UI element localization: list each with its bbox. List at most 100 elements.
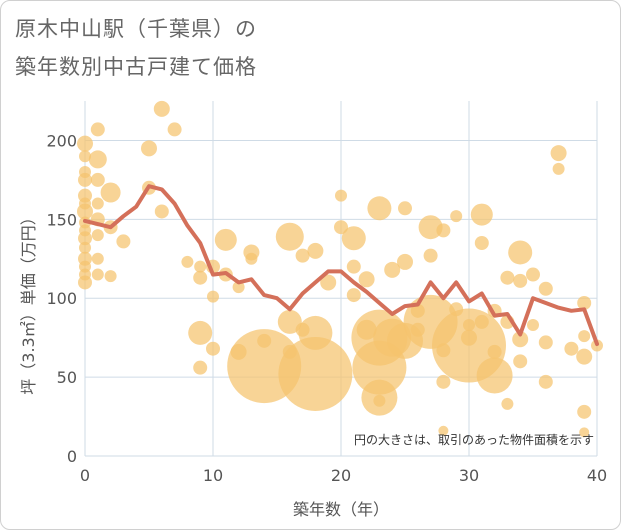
bubble-27 xyxy=(141,140,157,157)
bubble-93 xyxy=(476,357,513,394)
bubble-15 xyxy=(90,122,105,137)
y-tick-label-2: 100 xyxy=(46,289,77,308)
bubble-108 xyxy=(564,341,579,356)
bubble-57 xyxy=(335,189,347,202)
y-tick-label-1: 50 xyxy=(57,368,77,387)
bubble-36 xyxy=(193,360,208,375)
bubble-14 xyxy=(78,275,92,290)
bubble-103 xyxy=(538,281,553,296)
bubble-62 xyxy=(358,271,375,288)
bubble-107 xyxy=(552,162,565,175)
x-tick-label-2: 20 xyxy=(331,466,351,485)
bubble-23 xyxy=(100,182,121,203)
bubble-92 xyxy=(487,344,502,359)
bubble-64 xyxy=(367,196,392,221)
bubble-size-note: 円の大きさは、取引のあった物件面積を示す xyxy=(354,432,594,447)
bubble-77 xyxy=(423,248,438,263)
bubble-90 xyxy=(474,314,489,329)
bubble-59 xyxy=(341,226,366,251)
bubble-0 xyxy=(77,135,93,152)
average-price-line xyxy=(83,184,599,346)
bubble-16 xyxy=(88,150,107,169)
y-tick-label-3: 150 xyxy=(46,210,77,229)
y-axis-label: 坪（3.3㎡）単価（万円） xyxy=(19,209,38,394)
bubble-55 xyxy=(278,336,353,411)
bubble-87 xyxy=(463,319,475,332)
bubble-49 xyxy=(277,309,302,334)
bubble-53 xyxy=(307,242,324,259)
bubble-94 xyxy=(500,270,515,285)
bubble-3 xyxy=(78,172,92,187)
bubble-111 xyxy=(576,348,593,365)
bubble-17 xyxy=(90,172,105,187)
bubble-97 xyxy=(508,240,533,265)
bubble-31 xyxy=(167,122,182,137)
bubble-35 xyxy=(188,320,213,345)
bubble-86 xyxy=(461,329,477,346)
bubble-112 xyxy=(577,404,592,419)
bubble-106 xyxy=(550,145,567,162)
bubble-26 xyxy=(116,234,131,249)
bubble-33 xyxy=(194,260,207,273)
bubble-21 xyxy=(91,252,104,265)
bubble-89 xyxy=(474,236,489,250)
bubble-76 xyxy=(418,215,443,240)
bubble-99 xyxy=(512,331,529,348)
bubble-30 xyxy=(154,204,169,219)
bubble-102 xyxy=(527,319,539,332)
bubble-83 xyxy=(450,210,463,223)
bubble-60 xyxy=(346,259,361,274)
bubble-9 xyxy=(78,231,92,246)
bubble-110 xyxy=(578,330,591,343)
bubble-18 xyxy=(91,197,104,210)
x-axis-label: 築年数（年） xyxy=(293,500,389,519)
x-tick-label-3: 30 xyxy=(459,466,479,485)
bubble-45 xyxy=(245,252,258,265)
bubble-98 xyxy=(513,273,528,288)
bubble-100 xyxy=(513,354,528,369)
bubble-32 xyxy=(181,255,194,268)
line-layer xyxy=(83,184,599,346)
bubble-39 xyxy=(206,341,220,356)
bubble-82 xyxy=(438,425,449,436)
bubble-68 xyxy=(373,394,386,407)
x-tick-label-1: 10 xyxy=(203,466,223,485)
y-tick-label-0: 0 xyxy=(67,447,77,466)
bubble-6 xyxy=(77,203,93,220)
bubble-104 xyxy=(538,335,553,350)
bubble-69 xyxy=(384,261,401,278)
bubble-42 xyxy=(232,281,245,294)
bubble-29 xyxy=(153,100,170,117)
bubble-34 xyxy=(193,270,208,285)
x-tick-label-4: 40 xyxy=(587,466,607,485)
bubble-51 xyxy=(295,248,310,263)
bubble-1 xyxy=(79,150,91,163)
bubble-88 xyxy=(470,203,493,226)
bubble-71 xyxy=(398,201,412,216)
bubble-72 xyxy=(397,253,413,270)
bubble-96 xyxy=(501,397,514,410)
bubble-56 xyxy=(320,274,337,291)
bubble-101 xyxy=(526,267,540,282)
bubble-layer xyxy=(77,100,603,438)
bubble-48 xyxy=(275,222,304,251)
bubble-105 xyxy=(538,374,553,389)
bubble-109 xyxy=(577,295,592,310)
bubble-81 xyxy=(436,374,451,389)
bubble-79 xyxy=(436,223,451,238)
bubble-38 xyxy=(207,290,219,303)
bubble-40 xyxy=(214,228,237,251)
bubble-22 xyxy=(91,268,104,281)
y-tick-label-4: 200 xyxy=(46,131,77,150)
bubble-20 xyxy=(91,229,104,242)
bubble-25 xyxy=(104,270,117,283)
chart-title-line1: 原木中山駅（千葉県）の xyxy=(15,17,257,41)
bubble-10 xyxy=(79,241,91,254)
bubble-47 xyxy=(257,333,272,348)
x-tick-label-0: 0 xyxy=(80,466,90,485)
bubble-113 xyxy=(579,427,590,438)
bubble-61 xyxy=(346,288,361,303)
tick-labels: 0 10 20 30 40 0 50 100 150 200 xyxy=(46,131,607,485)
